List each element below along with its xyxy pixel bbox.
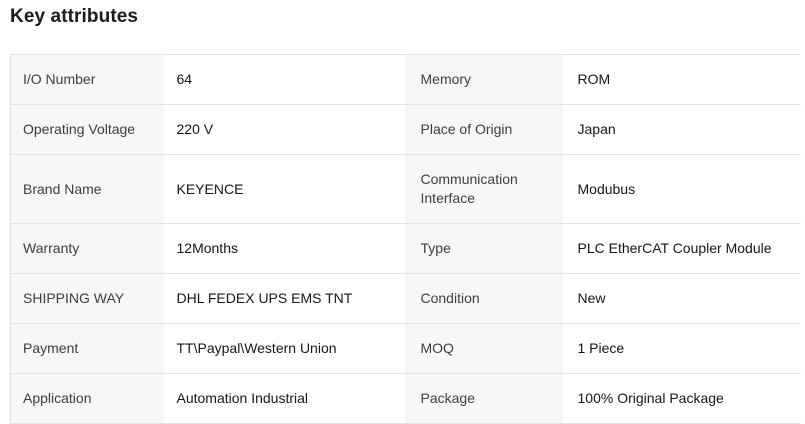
table-row: Application Automation Industrial Packag… — [10, 373, 801, 424]
attr-label: MOQ — [404, 323, 563, 374]
section-title: Key attributes — [10, 6, 139, 27]
attr-value: Modubus — [562, 154, 801, 224]
attr-label: I/O Number — [10, 54, 164, 105]
attr-value: PLC EtherCAT Coupler Module — [562, 223, 801, 274]
attr-value: New — [562, 273, 801, 324]
table-row: Warranty 12Months Type PLC EtherCAT Coup… — [10, 223, 801, 274]
attr-label: Place of Origin — [404, 104, 563, 155]
attr-label: Payment — [10, 323, 164, 374]
attr-label: Operating Voltage — [10, 104, 164, 155]
attr-value: 100% Original Package — [562, 373, 801, 424]
table-row: I/O Number 64 Memory ROM — [10, 54, 801, 105]
attr-label: Type — [404, 223, 563, 274]
attr-label: Warranty — [10, 223, 164, 274]
attr-value: 220 V — [163, 104, 405, 155]
attr-label: Application — [10, 373, 164, 424]
attr-label: Communication Interface — [404, 154, 563, 224]
attr-label: SHIPPING WAY — [10, 273, 164, 324]
attr-label: Brand Name — [10, 154, 164, 224]
attr-value: 64 — [163, 54, 405, 105]
attr-value: Automation Industrial — [163, 373, 405, 424]
attr-label: Package — [404, 373, 563, 424]
attr-label: Memory — [404, 54, 563, 105]
attr-value: TT\Paypal\Western Union — [163, 323, 405, 374]
attr-value: Japan — [562, 104, 801, 155]
attributes-table: I/O Number 64 Memory ROM Operating Volta… — [10, 54, 801, 424]
attr-value: 1 Piece — [562, 323, 801, 374]
table-row: SHIPPING WAY DHL FEDEX UPS EMS TNT Condi… — [10, 273, 801, 324]
table-row: Payment TT\Paypal\Western Union MOQ 1 Pi… — [10, 323, 801, 374]
attr-label: Condition — [404, 273, 563, 324]
table-row: Operating Voltage 220 V Place of Origin … — [10, 104, 801, 155]
attr-value: DHL FEDEX UPS EMS TNT — [163, 273, 405, 324]
table-row: Brand Name KEYENCE Communication Interfa… — [10, 154, 801, 224]
attr-value: KEYENCE — [163, 154, 405, 224]
attr-value: 12Months — [163, 223, 405, 274]
attr-value: ROM — [562, 54, 801, 105]
